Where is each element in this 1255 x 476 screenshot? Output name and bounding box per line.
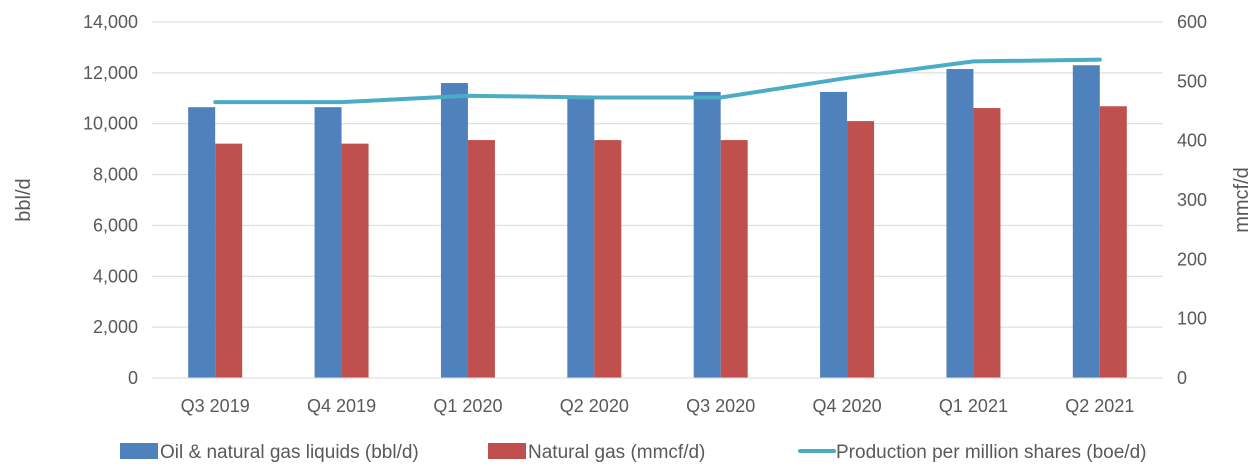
y-tick-label: 2,000 (93, 317, 138, 337)
bar-natural-gas (594, 140, 621, 378)
y-axis-title: bbl/d (13, 178, 35, 221)
y2-tick-label: 100 (1177, 309, 1207, 329)
bars (188, 65, 1127, 378)
bar-natural-gas (973, 108, 1000, 378)
y-tick-label: 0 (128, 368, 138, 388)
y2-tick-label: 300 (1177, 190, 1207, 210)
y2-tick-label: 500 (1177, 71, 1207, 91)
bar-natural-gas (468, 140, 495, 378)
y2-tick-label: 600 (1177, 12, 1207, 32)
y2-tick-label: 0 (1177, 368, 1187, 388)
bar-natural-gas (721, 140, 748, 378)
bar-natural-gas (215, 144, 242, 378)
y2-tick-label: 400 (1177, 131, 1207, 151)
y-tick-label: 12,000 (83, 63, 138, 83)
y-tick-label: 8,000 (93, 165, 138, 185)
bar-natural-gas (847, 121, 874, 378)
y-tick-label: 6,000 (93, 215, 138, 235)
y2-axis-title: mmcf/d (1231, 167, 1253, 233)
x-tick-label: Q2 2020 (560, 396, 629, 416)
x-tick-label: Q3 2019 (181, 396, 250, 416)
y2-tick-label: 200 (1177, 249, 1207, 269)
y-tick-label: 14,000 (83, 12, 138, 32)
bar-oil-ngl (694, 92, 721, 378)
bar-oil-ngl (188, 107, 215, 378)
legend-swatch-oil-ngl (120, 443, 158, 459)
legend-label-oil-ngl: Oil & natural gas liquids (bbl/d) (160, 442, 419, 463)
bar-natural-gas (1100, 106, 1127, 378)
bar-oil-ngl (946, 69, 973, 378)
gridlines (152, 22, 1163, 378)
legend: Oil & natural gas liquids (bbl/d) Natural… (120, 442, 1147, 463)
y-tick-label: 10,000 (83, 114, 138, 134)
bar-natural-gas (342, 144, 369, 378)
bar-oil-ngl (315, 107, 342, 378)
bar-oil-ngl (567, 98, 594, 378)
x-tick-label: Q2 2021 (1065, 396, 1134, 416)
y-tick-label: 4,000 (93, 266, 138, 286)
bar-oil-ngl (441, 83, 468, 378)
x-tick-label: Q1 2021 (939, 396, 1008, 416)
legend-label-natural-gas: Natural gas (mmcf/d) (528, 442, 705, 463)
x-tick-label: Q4 2019 (307, 396, 376, 416)
legend-swatch-natural-gas (488, 443, 526, 459)
bar-oil-ngl (820, 92, 847, 378)
bar-oil-ngl (1073, 65, 1100, 378)
x-tick-label: Q3 2020 (686, 396, 755, 416)
x-tick-label: Q1 2020 (433, 396, 502, 416)
x-tick-label: Q4 2020 (813, 396, 882, 416)
legend-label-production-per-million-shares: Production per million shares (boe/d) (836, 442, 1147, 463)
